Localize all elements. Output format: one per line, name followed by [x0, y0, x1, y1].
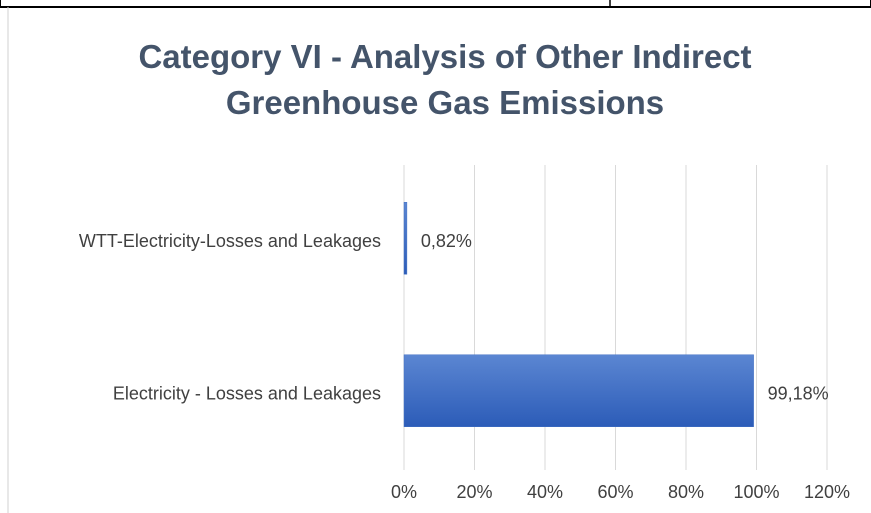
bar [403, 354, 754, 427]
x-tick-label: 40% [527, 482, 563, 502]
x-tick-label: 80% [668, 482, 704, 502]
data-label: 99,18% [768, 384, 829, 404]
x-tick-label: 20% [456, 482, 492, 502]
y-tick-label: WTT-Electricity-Losses and Leakages [79, 231, 381, 251]
y-tick-label: Electricity - Losses and Leakages [113, 384, 381, 404]
x-tick-label: 120% [804, 482, 850, 502]
data-label: 0,82% [421, 231, 472, 251]
table-border [0, 0, 871, 8]
x-tick-label: 0% [391, 482, 417, 502]
bar [403, 202, 408, 275]
chart-title: Category VI - Analysis of Other Indirect… [138, 38, 752, 121]
x-tick-label: 60% [597, 482, 633, 502]
x-tick-label: 100% [733, 482, 779, 502]
